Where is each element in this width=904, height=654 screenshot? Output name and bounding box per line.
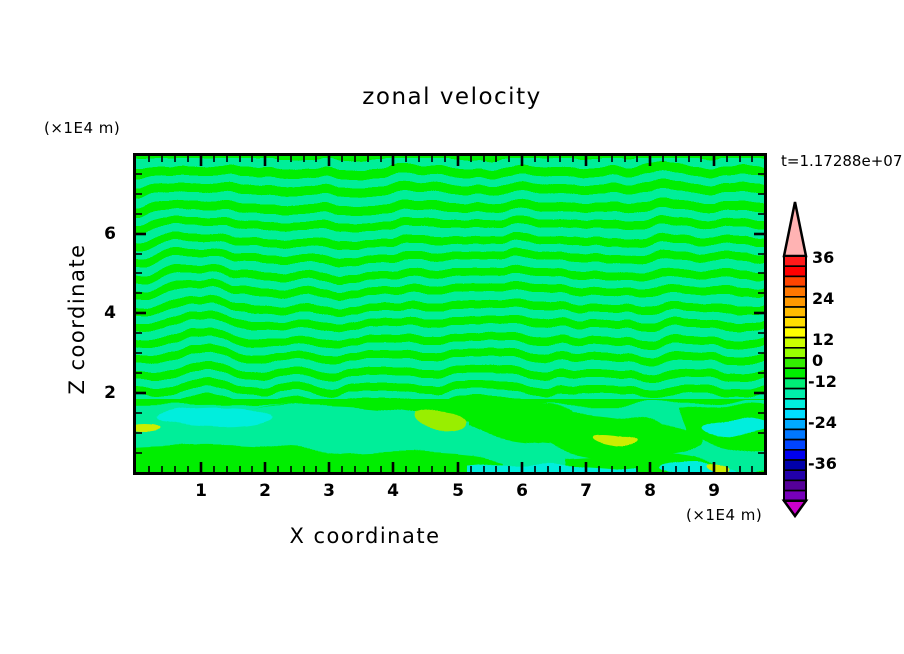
colorbar-bands	[783, 255, 807, 502]
time-annotation: t=1.17288e+07	[781, 152, 903, 170]
colorbar-tick-label: 36	[812, 248, 835, 267]
colorbar-tick-label: -24	[808, 413, 837, 432]
colorbar-under-arrow	[781, 499, 809, 518]
colorbar[interactable]	[778, 200, 814, 518]
contour-field-svg	[136, 156, 764, 472]
x-axis-unit-label: (×1E4 m)	[686, 506, 763, 524]
colorbar-tick-label: -36	[808, 454, 837, 473]
x-tick-label: 1	[195, 481, 207, 501]
x-tick-label: 3	[323, 481, 335, 501]
colorbar-tick-label: -12	[808, 372, 837, 391]
y-tick-label: 6	[104, 224, 116, 244]
contour-plot-area	[136, 156, 764, 472]
x-tick-label: 9	[708, 481, 720, 501]
page-title: zonal velocity	[362, 84, 542, 110]
colorbar-tick-label: 24	[812, 289, 835, 308]
y-tick-label: 4	[104, 303, 116, 323]
colorbar-outline	[783, 255, 807, 502]
colorbar-tick-label: 0	[812, 351, 824, 370]
y-tick-label: 2	[104, 383, 116, 403]
x-tick-label: 8	[644, 481, 656, 501]
x-axis-title: X coordinate	[289, 524, 441, 548]
x-tick-label: 7	[580, 481, 592, 501]
colorbar-tick-label: 12	[812, 330, 835, 349]
x-tick-label: 5	[452, 481, 464, 501]
y-axis-unit-label: (×1E4 m)	[44, 119, 121, 137]
x-tick-label: 4	[387, 481, 399, 501]
y-axis-title: Z coordinate	[65, 243, 89, 395]
x-tick-label: 2	[259, 481, 271, 501]
colorbar-over-arrow	[782, 201, 808, 258]
x-tick-label: 6	[516, 481, 528, 501]
